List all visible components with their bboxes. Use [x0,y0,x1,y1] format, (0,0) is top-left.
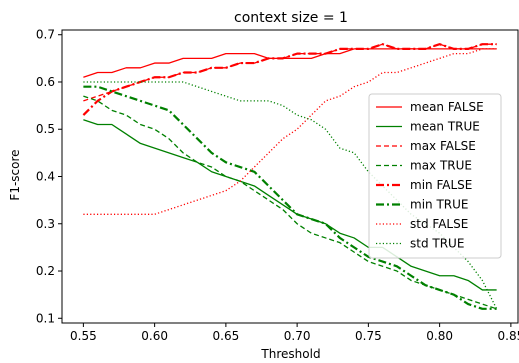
legend-entry: min FALSE [410,178,472,192]
series-line-0 [83,48,497,78]
legend: mean FALSE mean TRUE max FALSE max TRUE min … [368,93,502,259]
legend-entry: max TRUE [410,159,472,173]
series-line-2 [83,43,497,102]
x-tick-label: 0.75 [355,329,382,343]
y-tick-label: 0.1 [36,311,55,325]
legend-entry: max FALSE [410,139,476,153]
y-axis: 0.1 0.2 0.3 0.4 0.5 0.6 0.7 [36,28,62,325]
chart-title: context size = 1 [234,10,348,26]
y-tick-label: 0.6 [36,75,55,89]
series-line-5 [83,85,497,310]
x-tick-label: 0.55 [70,329,97,343]
y-tick-label: 0.2 [36,264,55,278]
legend-entry: mean FALSE [410,100,484,114]
legend-entry: min TRUE [410,198,468,212]
series-line-6 [83,48,497,215]
legend-box [368,93,502,259]
x-tick-label: 0.85 [498,329,519,343]
plot-area [61,29,519,324]
y-tick-label: 0.3 [36,217,55,231]
x-axis: 0.55 0.60 0.65 0.70 0.75 0.80 0.85 [70,323,519,343]
x-tick-label: 0.80 [426,329,453,343]
x-tick-label: 0.60 [141,329,168,343]
legend-entry: mean TRUE [410,120,480,134]
y-tick-label: 0.5 [36,122,55,136]
legend-entry: std FALSE [410,217,468,231]
y-tick-label: 0.4 [36,170,55,184]
x-tick-label: 0.65 [213,329,240,343]
x-tick-label: 0.70 [284,329,311,343]
y-axis-label: F1-score [8,149,22,200]
series-line-1 [83,119,497,291]
y-tick-label: 0.7 [36,28,55,42]
x-axis-label: Threshold [260,347,320,361]
legend-entry: std TRUE [410,237,464,251]
series-line-3 [83,95,497,310]
